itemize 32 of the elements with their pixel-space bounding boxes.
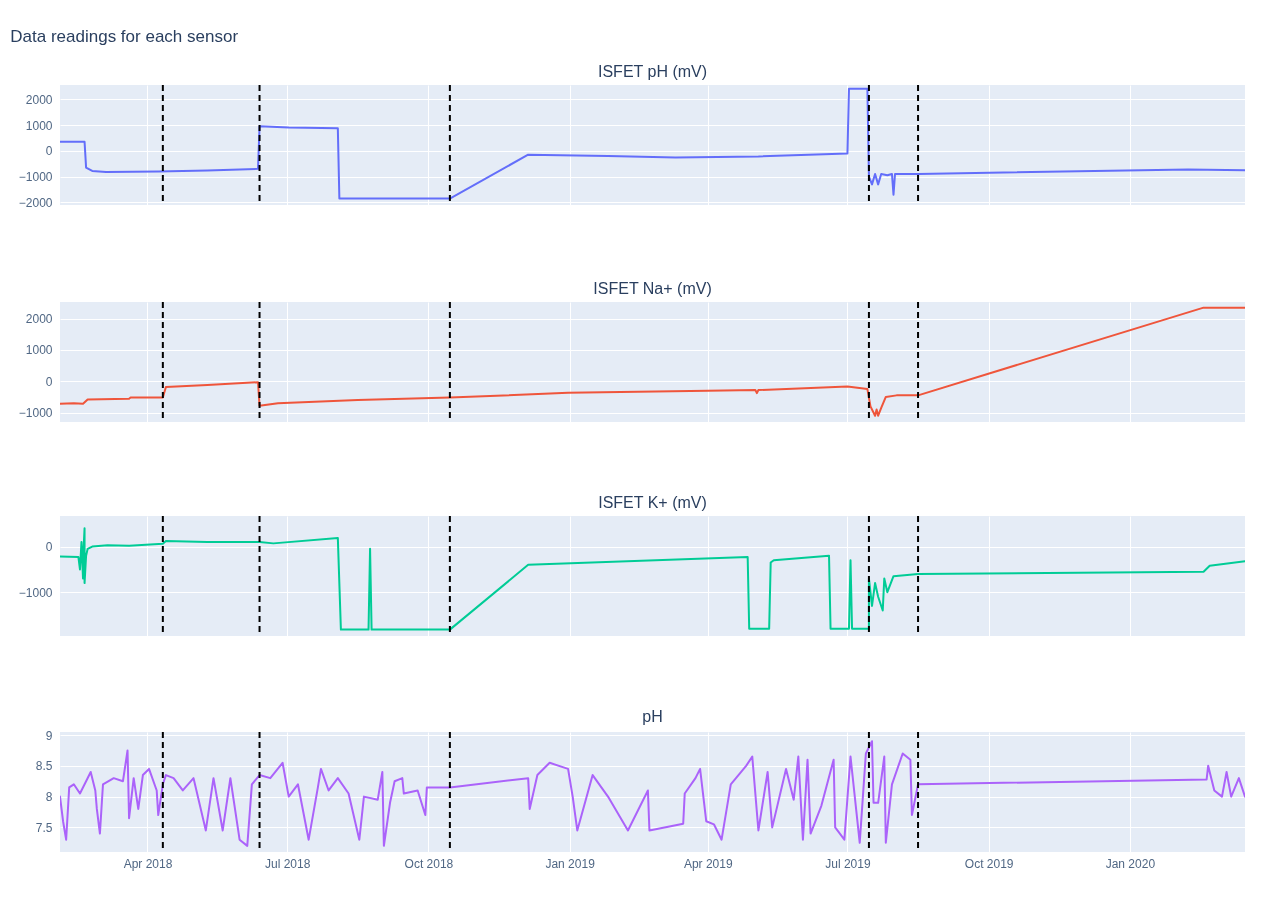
y-tick-label: 1000: [25, 118, 53, 133]
x-tick-label: Jan 2019: [545, 856, 596, 871]
y-tick-label: −1000: [18, 585, 53, 600]
y-tick-label: 0: [45, 540, 53, 555]
y-tick-label: 9: [45, 728, 53, 743]
y-tick-label: −1000: [18, 170, 53, 185]
x-tick-label: Apr 2018: [123, 856, 173, 871]
line-series: [60, 87, 1245, 200]
line-series: [60, 527, 1245, 631]
y-tick-label: 1000: [25, 343, 53, 358]
line-series: [60, 306, 1245, 417]
y-tick-label: 8: [45, 790, 53, 805]
y-tick-label: 2000: [25, 312, 53, 327]
y-tick-label: 0: [45, 374, 53, 389]
x-tick-label: Oct 2018: [404, 856, 454, 871]
y-tick-label: 7.5: [35, 820, 53, 835]
x-tick-label: Oct 2019: [964, 856, 1014, 871]
y-tick-label: −1000: [18, 406, 53, 421]
x-tick-label: Jan 2020: [1105, 856, 1156, 871]
y-tick-label: 2000: [25, 92, 53, 107]
line-series: [60, 740, 1245, 847]
chart-title: ISFET Na+ (mV): [593, 280, 712, 297]
x-tick-label: Jul 2019: [825, 856, 871, 871]
y-tick-label: 8.5: [35, 759, 53, 774]
y-tick-label: 0: [45, 144, 53, 159]
chart-title: ISFET K+ (mV): [598, 494, 707, 511]
x-tick-label: Apr 2019: [683, 856, 733, 871]
x-tick-label: Jul 2018: [264, 856, 311, 871]
y-tick-label: −2000: [18, 195, 53, 210]
chart-title: pH: [642, 708, 663, 726]
chart-subtitle: ISFET pH (mV): [597, 63, 708, 80]
chart-title: Data readings for each sensor: [10, 27, 239, 46]
